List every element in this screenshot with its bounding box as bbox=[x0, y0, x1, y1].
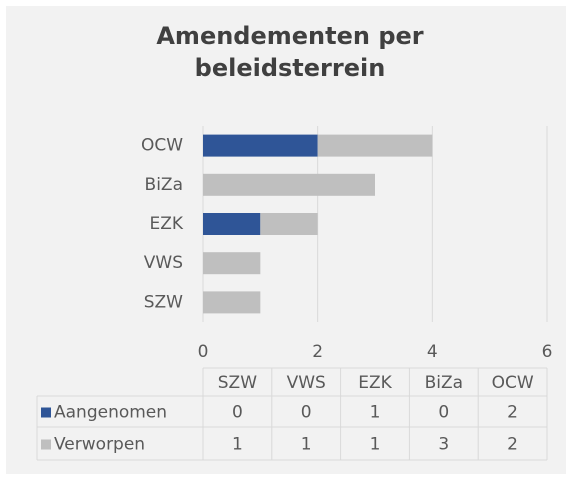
bar bbox=[203, 173, 375, 196]
bar bbox=[260, 213, 318, 235]
y-tick-label: SZW bbox=[144, 292, 183, 312]
legend-label: Aangenomen bbox=[54, 403, 167, 423]
table-header: VWS bbox=[287, 373, 326, 393]
table-cell: 0 bbox=[438, 403, 449, 423]
legend-swatch bbox=[41, 407, 51, 418]
y-tick-label: BiZa bbox=[145, 175, 183, 195]
table-cell: 1 bbox=[301, 435, 312, 455]
chart-title: Amendementen per beleidsterrein bbox=[156, 22, 424, 82]
bar bbox=[203, 213, 261, 235]
bar bbox=[203, 252, 261, 275]
bar bbox=[203, 134, 318, 157]
y-tick-label: OCW bbox=[141, 136, 183, 156]
table-header: EZK bbox=[358, 373, 392, 393]
table-cell: 2 bbox=[507, 435, 518, 455]
table-cell: 3 bbox=[438, 435, 449, 455]
table-header: OCW bbox=[492, 373, 534, 393]
x-tick-label: 6 bbox=[542, 342, 553, 362]
table-cell: 0 bbox=[232, 403, 243, 423]
table-header: SZW bbox=[218, 373, 257, 393]
legend-swatch bbox=[41, 439, 51, 450]
y-tick-label: VWS bbox=[144, 253, 183, 273]
bar bbox=[317, 134, 433, 157]
x-tick-label: 4 bbox=[427, 342, 438, 362]
x-tick-label: 2 bbox=[312, 342, 323, 362]
legend-label: Verworpen bbox=[54, 435, 145, 455]
table-cell: 2 bbox=[507, 403, 518, 423]
table-cell: 1 bbox=[370, 403, 381, 423]
y-tick-label: EZK bbox=[149, 214, 183, 234]
table-header: BiZa bbox=[425, 373, 463, 393]
table-cell: 1 bbox=[370, 435, 381, 455]
table-cell: 0 bbox=[301, 403, 312, 423]
bar bbox=[203, 291, 261, 314]
table-cell: 1 bbox=[232, 435, 243, 455]
x-tick-label: 0 bbox=[198, 342, 209, 362]
